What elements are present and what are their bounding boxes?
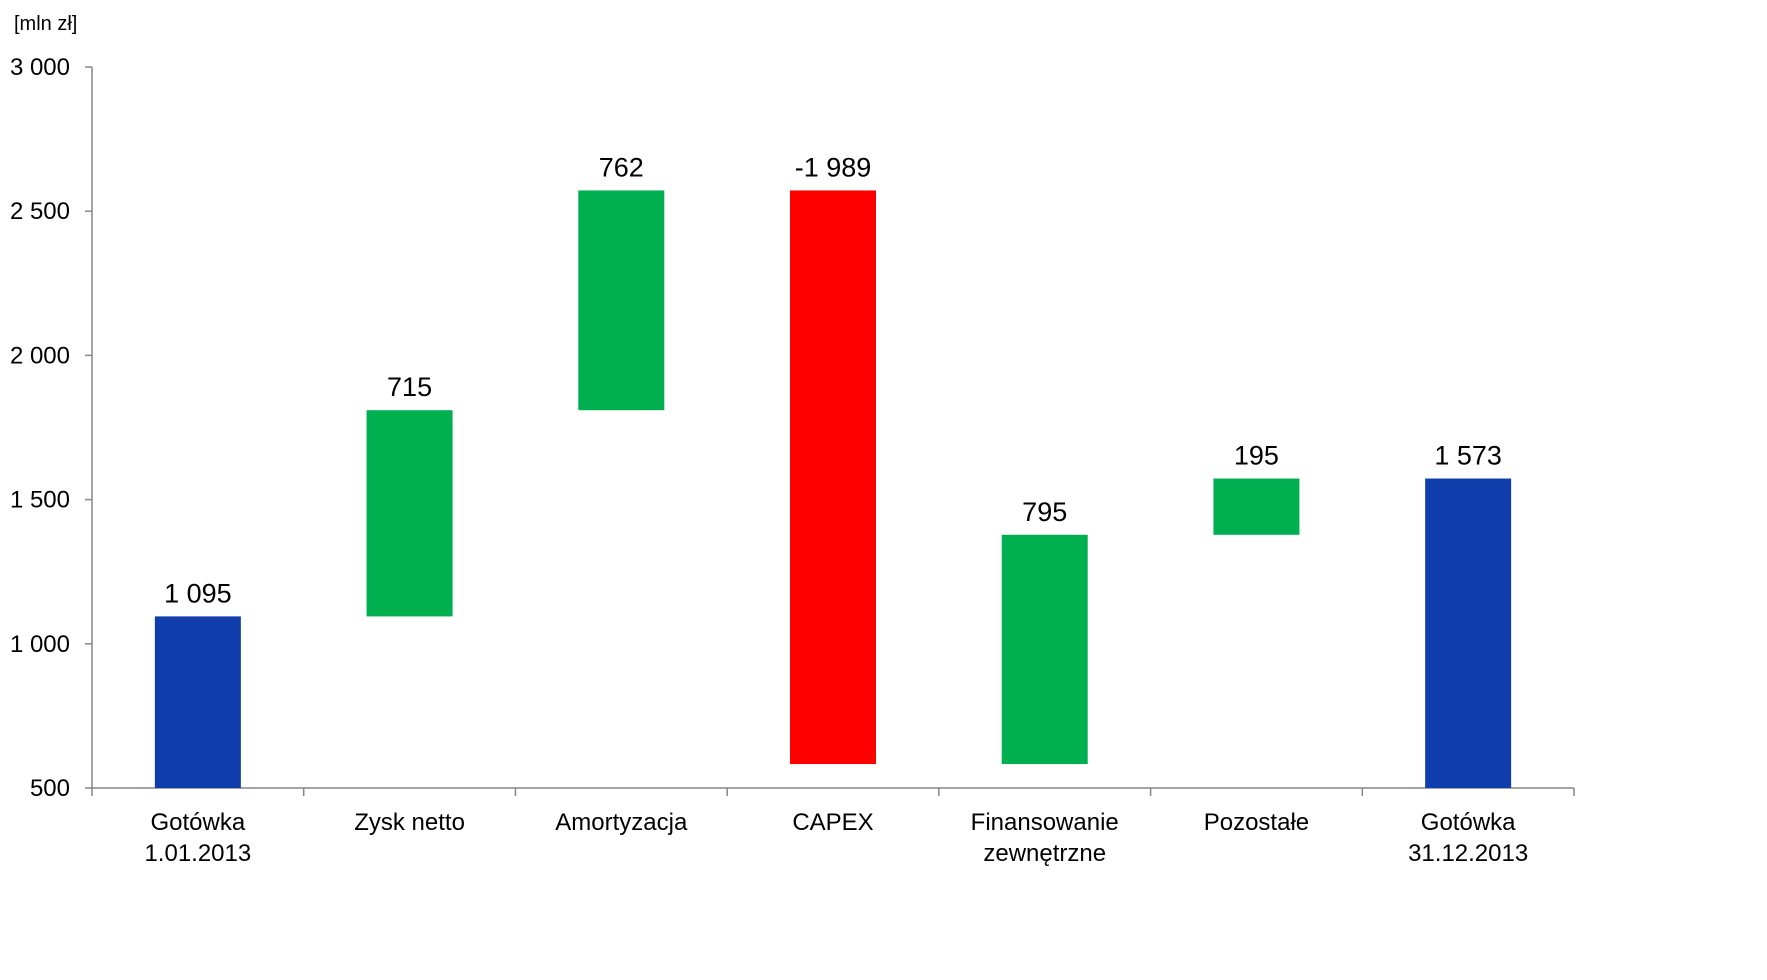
category-label: Gotówka (1421, 809, 1516, 836)
category-label: CAPEX (792, 809, 873, 836)
y-tick-label: 500 (30, 775, 70, 802)
bar-4 (790, 190, 876, 764)
y-tick-label: 1 500 (10, 487, 70, 514)
category-label: zewnętrzne (983, 840, 1106, 867)
data-label: 1 095 (164, 578, 232, 608)
bar-7 (1425, 479, 1511, 788)
category-label: Amortyzacja (555, 809, 688, 836)
bar-5 (1002, 535, 1088, 764)
category-label: Gotówka (150, 809, 245, 836)
y-tick-label: 2 000 (10, 342, 70, 369)
category-label: Zysk netto (354, 809, 465, 836)
data-label: 715 (387, 372, 432, 402)
data-label: 195 (1234, 441, 1279, 471)
data-label: 1 573 (1434, 441, 1502, 471)
bar-2 (367, 410, 453, 616)
data-label: -1 989 (795, 152, 872, 182)
data-label: 762 (599, 152, 644, 182)
bar-6 (1213, 479, 1299, 535)
data-label: 795 (1022, 497, 1067, 527)
category-label: Finansowanie (971, 809, 1119, 836)
y-tick-label: 1 000 (10, 631, 70, 658)
category-label: 1.01.2013 (144, 840, 251, 867)
bar-3 (578, 190, 664, 410)
y-tick-label: 3 000 (10, 54, 70, 81)
bars-group (155, 190, 1511, 788)
y-axis-unit-label: [mln zł] (14, 13, 77, 35)
bar-1 (155, 616, 241, 788)
category-label: Pozostałe (1204, 809, 1309, 836)
category-label: 31.12.2013 (1408, 840, 1528, 867)
y-tick-label: 2 500 (10, 198, 70, 225)
